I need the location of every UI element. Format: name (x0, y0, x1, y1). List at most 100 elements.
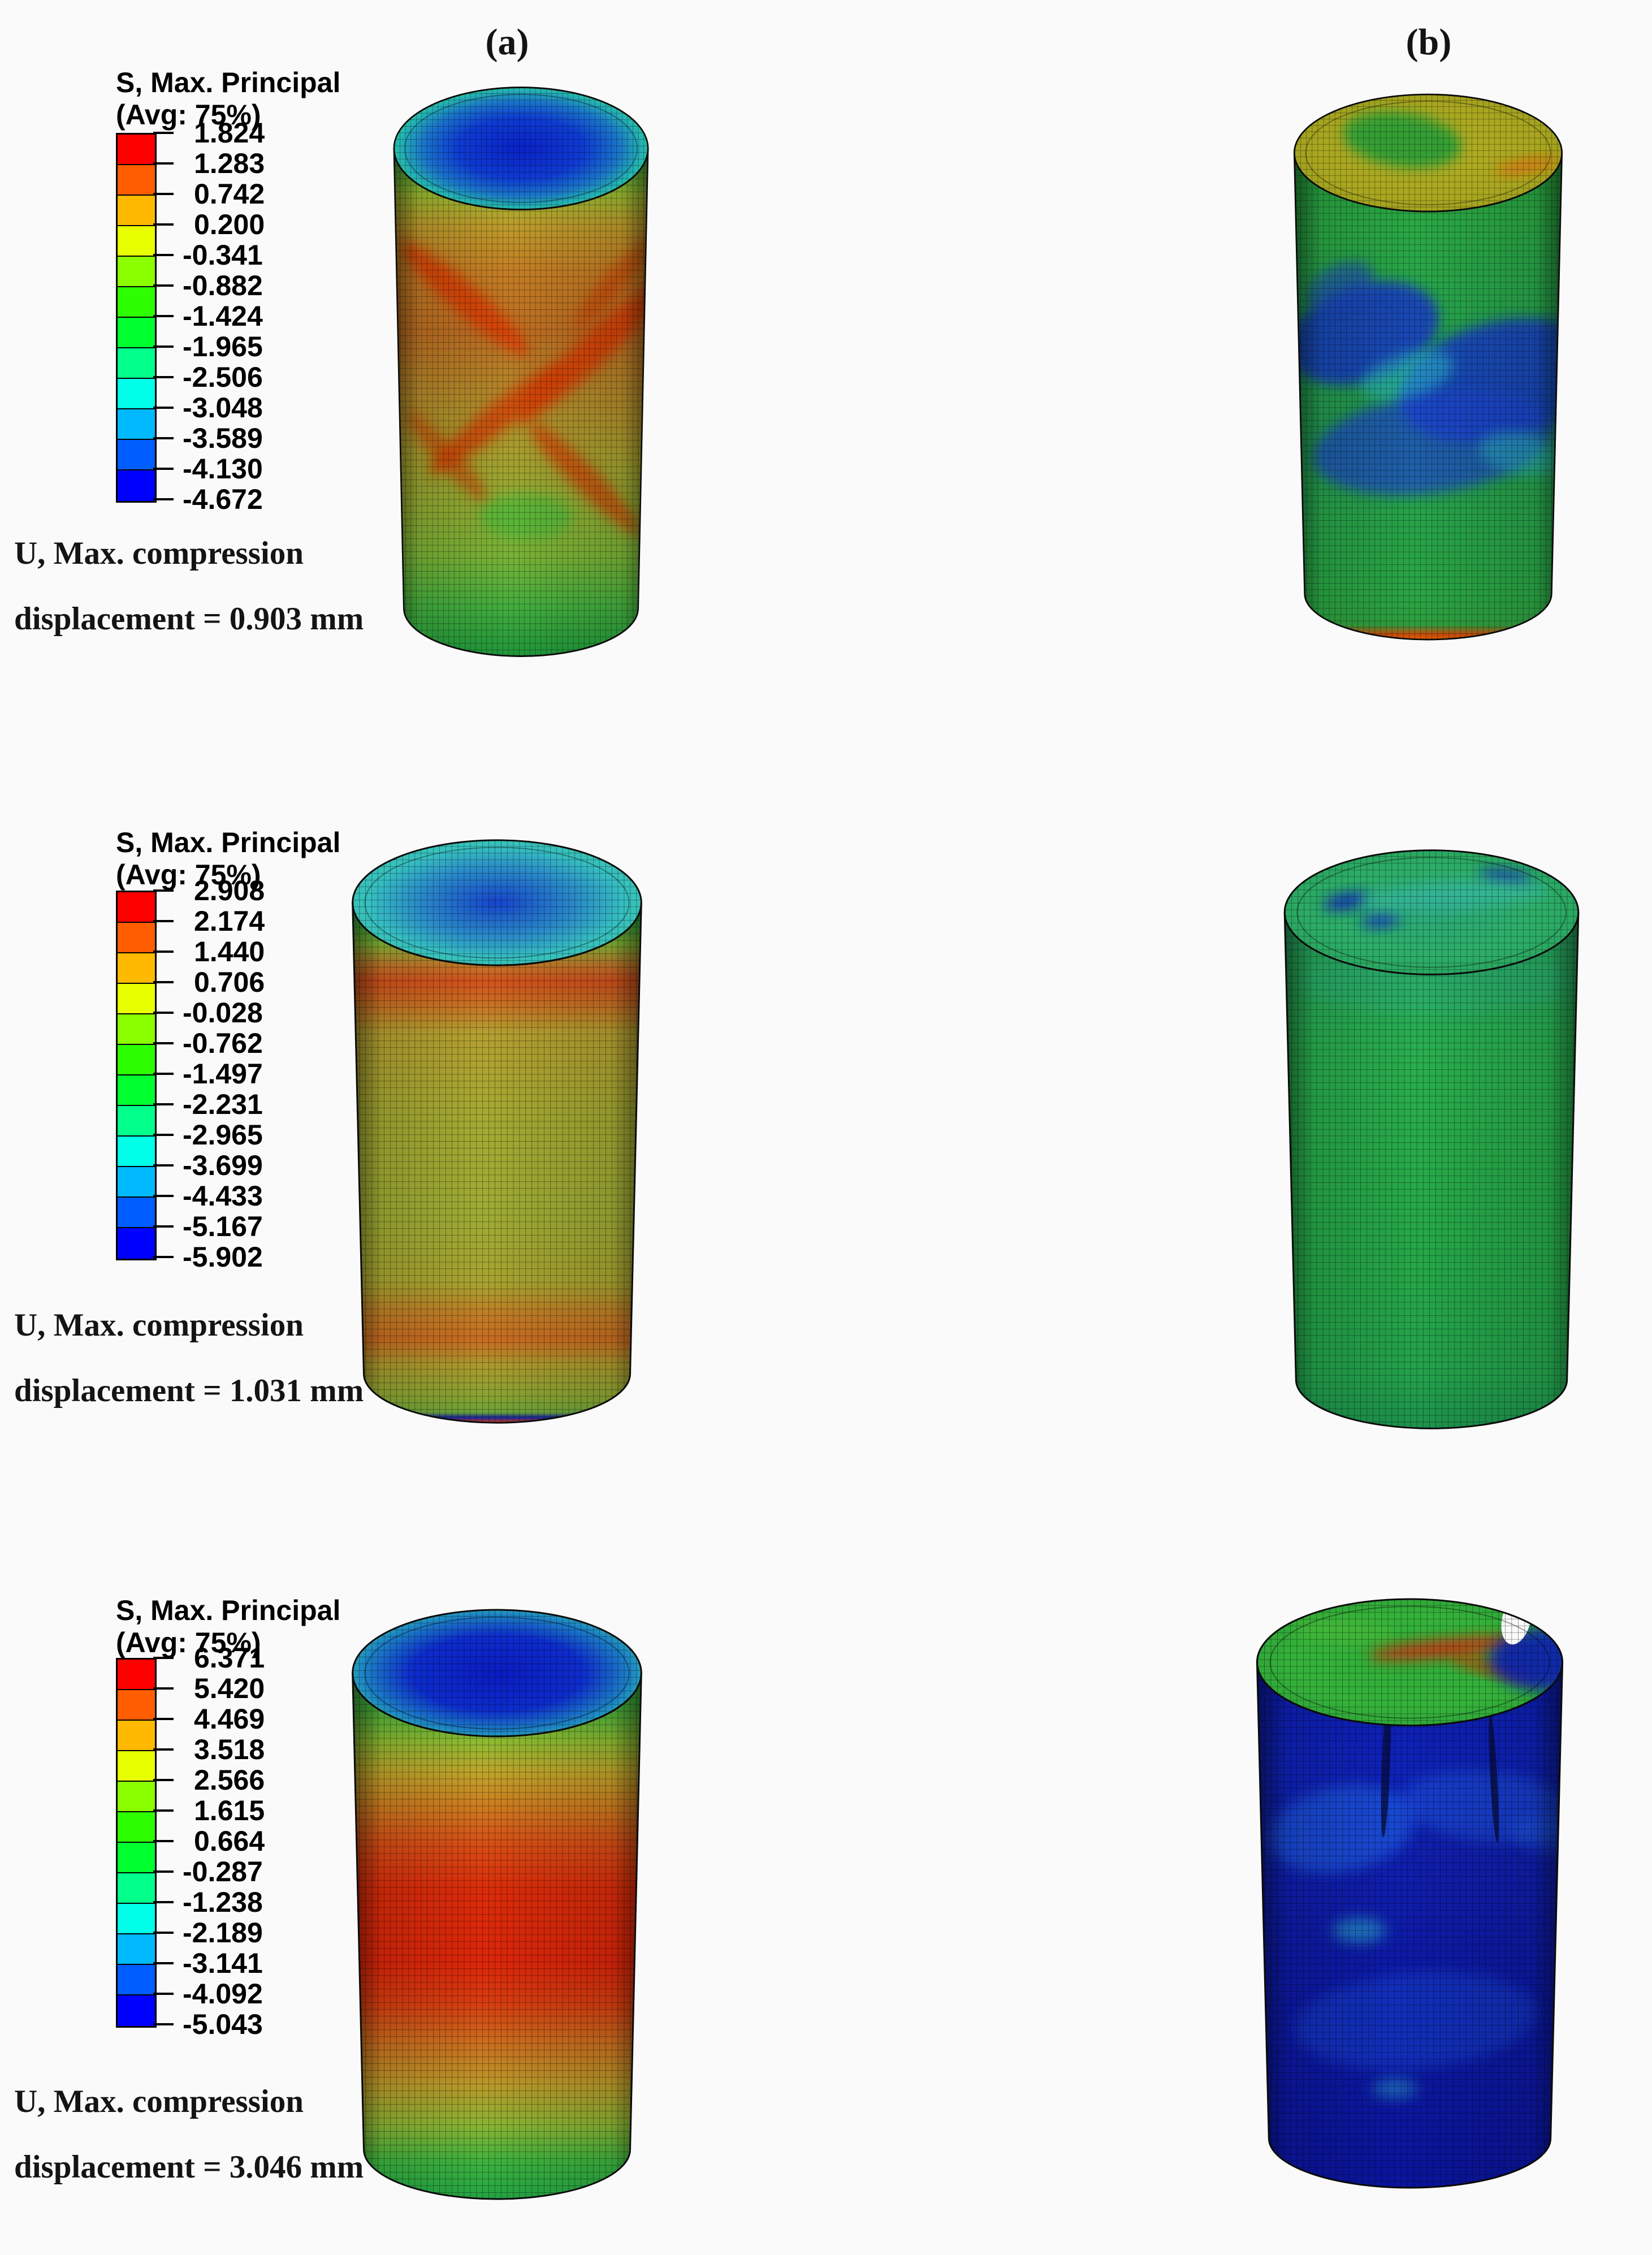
cylinder-rendering (393, 87, 649, 657)
colorbar-tick-line (153, 468, 174, 470)
cylinder-rendering (1293, 93, 1563, 641)
displacement-caption-line1: U, Max. compression (14, 2084, 304, 2119)
colorbar-tick-value: 4.469 (194, 1703, 265, 1735)
colorbar-tick-value: -1.238 (183, 1886, 263, 1918)
mesh-overlay-top (1294, 94, 1562, 212)
colorbar-band (118, 1873, 155, 1904)
colorbar-band (118, 1137, 155, 1167)
colorbar-tick-line (153, 1195, 174, 1197)
fea-cylinder-a (335, 833, 659, 1431)
top-inner-rim (364, 1616, 630, 1730)
colorbar-band (118, 1660, 155, 1690)
colorbar-tick-value: -0.762 (183, 1027, 263, 1059)
colorbar-tick-value: 3.518 (194, 1734, 265, 1765)
colorbar-tick-value: 0.742 (194, 178, 265, 210)
colorbar-band (118, 1995, 155, 2026)
displacement-caption: U, Max. compression displacement = 0.903… (14, 536, 364, 637)
legend-title-line2: (Avg: 75%) (116, 859, 261, 891)
colorbar-band (118, 1690, 155, 1721)
colorbar-tick-value: 1.615 (194, 1795, 265, 1826)
displacement-caption-line2: displacement = 3.046 mm (14, 2149, 364, 2185)
curvature-shading (352, 902, 642, 1423)
colorbar-band (118, 1014, 155, 1045)
colorbar-ticks: 6.371 5.420 4.469 3.518 2.566 1.615 0.664 -0.28… (153, 1643, 334, 2039)
colorbar-tick-value: -0.341 (183, 239, 263, 271)
colorbar-band (118, 1045, 155, 1075)
stress-legend-title: S, Max. Principal (Avg: 75%) (116, 67, 340, 131)
colorbar-tick-value: -2.189 (183, 1917, 263, 1949)
cylinder-outline (1283, 912, 1580, 1429)
mesh-overlay-top (1257, 1599, 1563, 1726)
colorbar-band (118, 923, 155, 953)
colorbar-tick-line (153, 254, 174, 256)
cylinder-outline (1256, 1662, 1564, 2189)
cylinder-outline (1293, 153, 1563, 641)
colorbar-tick-line (153, 284, 174, 287)
top-inner-rim (364, 846, 630, 959)
colorbar-tick-value: -1.424 (183, 300, 263, 332)
top-inner-rim (1269, 1605, 1550, 1719)
colorbar-tick-line (153, 376, 174, 378)
colorbar-ticks: 2.908 2.174 1.440 0.706 -0.028 -0.762 -1.497 -2… (153, 876, 334, 1272)
colorbar-tick-value: -5.902 (183, 1241, 263, 1273)
colorbar-tick-value: 1.440 (194, 936, 265, 967)
colorbar-tick-line (153, 437, 174, 439)
cylinder-outline (352, 902, 642, 1424)
colorbar-tick-value: -4.433 (183, 1180, 263, 1212)
colorbar-band (118, 892, 155, 923)
mesh-overlay-top (393, 87, 648, 210)
stress-legend-title: S, Max. Principal (Avg: 75%) (116, 1595, 340, 1659)
curvature-shading (393, 148, 648, 656)
colorbar-tick-line (153, 1901, 174, 1903)
legend-title-line2: (Avg: 75%) (116, 1627, 261, 1658)
colorbar-tick-line (153, 223, 174, 226)
stress-legend-title: S, Max. Principal (Avg: 75%) (116, 827, 340, 891)
fea-cylinder-a (378, 80, 664, 664)
curvature-shading (1294, 153, 1562, 640)
colorbar-tick-line (153, 1718, 174, 1720)
colorbar-band (118, 348, 155, 379)
colorbar-tick-line (153, 1840, 174, 1842)
colorbar-band (118, 409, 155, 440)
colorbar-tick-line (153, 1809, 174, 1812)
colorbar-tick-line (153, 193, 174, 195)
colorbar-tick-value: -3.699 (183, 1150, 263, 1181)
colorbar-tick-line (153, 951, 174, 953)
colorbar-band (118, 1198, 155, 1228)
displacement-caption-line1: U, Max. compression (14, 1307, 304, 1343)
legend-title-line1: S, Max. Principal (116, 67, 341, 98)
curvature-shading (352, 1673, 642, 2200)
colorbar-tick-value: -5.043 (183, 2008, 263, 2040)
mesh-overlay-top (352, 840, 642, 966)
colorbar-band (118, 953, 155, 984)
legend-title-line2: (Avg: 75%) (116, 99, 261, 131)
colorbar-tick-line (153, 315, 174, 317)
colorbar-tick-value: -4.130 (183, 453, 263, 485)
colorbar-band (118, 1721, 155, 1751)
colorbar-tick-value: -5.167 (183, 1211, 263, 1242)
colorbar-band (118, 379, 155, 409)
colorbar-band (118, 1843, 155, 1873)
panel-label-a: (a) (485, 21, 529, 63)
colorbar-tick-line (153, 1779, 174, 1781)
colorbar-band (118, 257, 155, 287)
colorbar-tick-value: 5.420 (194, 1673, 265, 1704)
colorbar-tick-value: 1.283 (194, 148, 265, 179)
stress-colorbar (116, 1658, 157, 2028)
colorbar-tick-line (153, 1164, 174, 1167)
colorbar-tick-line (153, 2023, 174, 2025)
legend-title-line1: S, Max. Principal (116, 1595, 341, 1626)
colorbar-tick-line (153, 1687, 174, 1690)
colorbar-tick-line (153, 1962, 174, 1964)
cylinder-rendering (1256, 1598, 1564, 2189)
displacement-caption: U, Max. compression displacement = 1.031… (14, 1308, 364, 1409)
colorbar-band (118, 1075, 155, 1106)
colorbar-band (118, 1782, 155, 1812)
colorbar-band (118, 318, 155, 348)
colorbar-ticks: 1.824 1.283 0.742 0.200 -0.341 -0.882 -1.424 -1… (153, 118, 334, 514)
cylinder-rendering (1283, 849, 1580, 1429)
colorbar-tick-line (153, 1748, 174, 1751)
colorbar-tick-line (153, 1134, 174, 1136)
colorbar-tick-value: -2.506 (183, 361, 263, 393)
colorbar-band (118, 1812, 155, 1843)
